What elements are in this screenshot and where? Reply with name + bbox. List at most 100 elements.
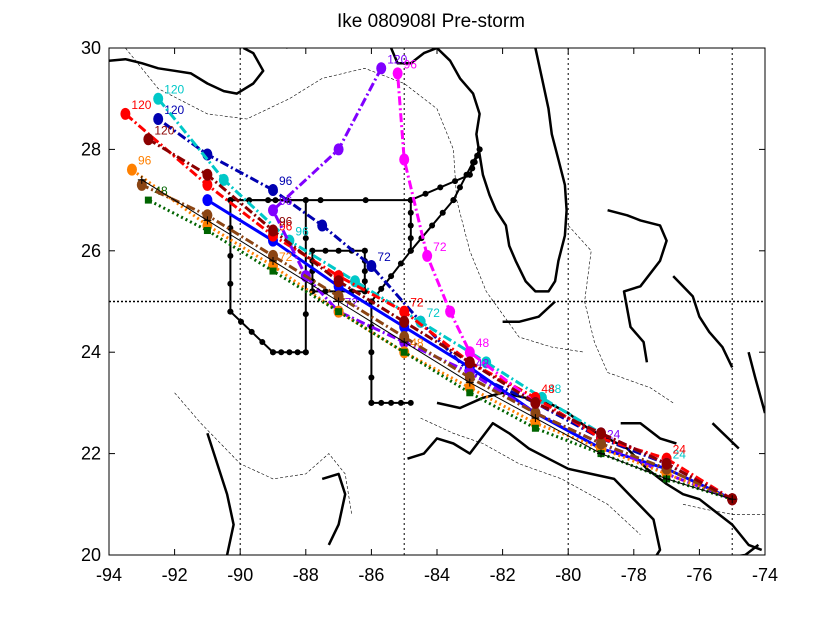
flight-track-point bbox=[452, 178, 459, 185]
chart-title: Ike 080908I Pre-storm bbox=[337, 11, 525, 32]
forecast-point bbox=[366, 260, 377, 273]
forecast-hour-label: 48 bbox=[476, 336, 490, 350]
forecast-point bbox=[202, 194, 213, 207]
forecast-point bbox=[399, 315, 410, 328]
forecast-point bbox=[530, 396, 541, 409]
flight-track-point bbox=[227, 252, 234, 259]
flight-track-point bbox=[368, 349, 375, 356]
flight-track-point bbox=[322, 247, 329, 254]
flight-track-point bbox=[302, 235, 309, 242]
grid-lines bbox=[109, 48, 765, 555]
x-tick-label: -90 bbox=[227, 565, 253, 585]
forecast-point bbox=[218, 173, 229, 186]
flight-track-point bbox=[456, 184, 463, 191]
forecast-point bbox=[464, 346, 475, 359]
flight-track-point bbox=[278, 349, 285, 356]
forecast-point bbox=[466, 389, 474, 397]
flight-track-point bbox=[317, 197, 324, 204]
flight-track-point bbox=[361, 278, 368, 285]
forecast-point bbox=[268, 204, 278, 217]
flight-track-point bbox=[450, 197, 457, 204]
flight-track-point bbox=[437, 184, 444, 191]
forecast-point bbox=[333, 143, 344, 156]
forecast-point bbox=[203, 227, 211, 235]
plot-axes bbox=[108, 47, 766, 556]
forecast-hour-label: 48 bbox=[541, 382, 555, 396]
flight-track-point bbox=[286, 349, 293, 356]
coastline-segment bbox=[109, 48, 265, 95]
flight-track-point bbox=[362, 197, 369, 204]
forecast-hour-label: 48 bbox=[548, 382, 562, 396]
x-tick-label: -86 bbox=[358, 565, 384, 585]
x-tick-label: -78 bbox=[621, 565, 647, 585]
y-tick-labels: 20 22 24 26 28 30 bbox=[81, 38, 101, 565]
flight-track-point bbox=[407, 247, 414, 254]
forecast-hour-label: 96 bbox=[279, 220, 293, 234]
forecast-point bbox=[445, 305, 456, 318]
forecast-point bbox=[399, 153, 410, 166]
flight-track-point bbox=[397, 399, 404, 406]
y-tick-label: 22 bbox=[81, 444, 101, 464]
forecast-point bbox=[120, 107, 131, 120]
x-tick-label: -94 bbox=[96, 565, 122, 585]
forecast-point bbox=[596, 437, 606, 450]
flight-track-point bbox=[368, 399, 375, 406]
flight-track-point bbox=[270, 349, 276, 356]
flight-track-point bbox=[470, 159, 477, 166]
flight-track-point bbox=[388, 399, 395, 406]
flight-track-point bbox=[335, 247, 342, 254]
forecast-hour-label: 96 bbox=[279, 194, 293, 208]
flight-track-point bbox=[407, 235, 414, 242]
x-tick-labels: -94 -92 -90 -88 -86 -84 -82 -80 -78 -76 -74 bbox=[96, 565, 778, 585]
x-tick-label: -82 bbox=[490, 565, 516, 585]
forecast-track-line bbox=[141, 179, 733, 500]
depth-contour bbox=[682, 504, 765, 515]
coastline-segment bbox=[407, 421, 760, 555]
flight-track-point bbox=[463, 171, 470, 178]
y-tick-label: 24 bbox=[81, 342, 101, 362]
forecast-point bbox=[531, 424, 539, 432]
coastline-segment bbox=[389, 48, 568, 293]
forecast-point bbox=[126, 163, 137, 176]
forecast-point bbox=[317, 219, 328, 232]
y-tick-label: 26 bbox=[81, 241, 101, 261]
x-tick-label: -88 bbox=[293, 565, 319, 585]
forecast-track-line bbox=[147, 138, 733, 501]
forecast-hour-label: 96 bbox=[279, 174, 293, 188]
flight-track-point bbox=[388, 273, 395, 280]
flight-track-point bbox=[407, 399, 414, 406]
forecast-point bbox=[335, 308, 343, 316]
flight-track-point bbox=[248, 328, 255, 335]
forecast-hour-label: 96 bbox=[295, 225, 309, 239]
forecast-hour-label: 72 bbox=[433, 240, 447, 254]
forecast-point bbox=[422, 249, 433, 262]
forecast-point bbox=[596, 427, 606, 440]
flight-track-point bbox=[227, 280, 234, 287]
coastline-segment bbox=[607, 208, 668, 363]
forecast-point bbox=[268, 224, 278, 237]
coastline-segment bbox=[672, 275, 734, 368]
forecast-point bbox=[464, 356, 475, 369]
flight-track-point bbox=[476, 146, 483, 153]
forecast-hour-label: 120 bbox=[164, 83, 184, 97]
flight-track-point bbox=[378, 285, 385, 292]
x-tick-label: -74 bbox=[752, 565, 778, 585]
flight-track-point bbox=[439, 209, 446, 216]
depth-contour bbox=[125, 48, 585, 353]
x-tick-label: -76 bbox=[686, 565, 712, 585]
forecast-point bbox=[202, 168, 213, 181]
flight-track-point bbox=[238, 318, 245, 325]
coastline-segment bbox=[321, 472, 347, 546]
forecast-hour-label: 120 bbox=[131, 98, 151, 112]
depth-contour bbox=[567, 225, 674, 404]
forecast-tracks: 1209672120967248241209672482412096724824… bbox=[120, 52, 738, 506]
forecast-point bbox=[153, 112, 164, 125]
forecast-hour-label: 96 bbox=[279, 215, 293, 229]
forecast-point bbox=[333, 275, 344, 288]
forecast-point bbox=[376, 62, 387, 75]
flight-track-point bbox=[407, 209, 414, 216]
forecast-point bbox=[269, 267, 277, 275]
forecast-point bbox=[399, 305, 410, 318]
